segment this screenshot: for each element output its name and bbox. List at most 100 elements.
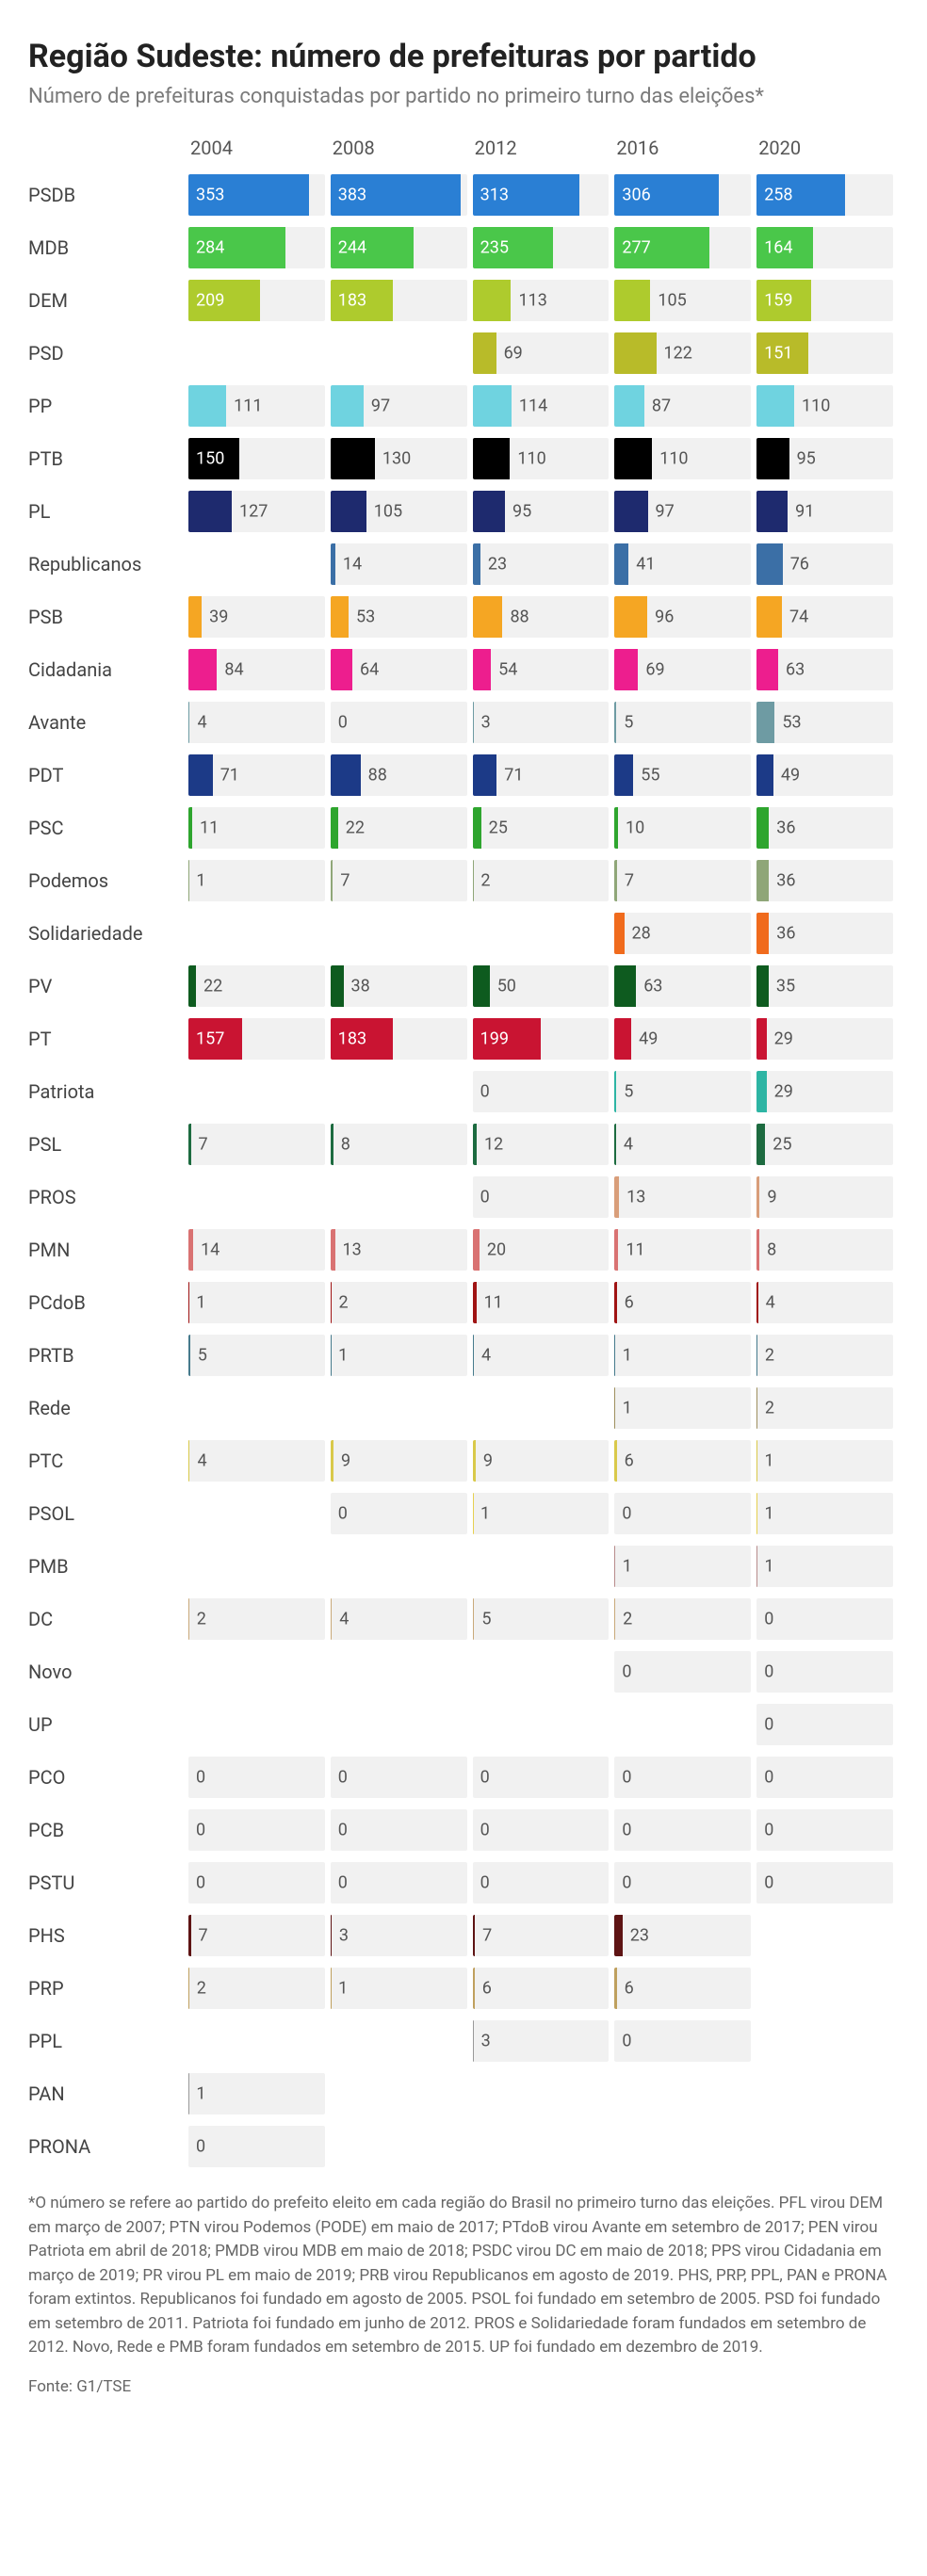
bar-track	[188, 1124, 325, 1165]
bar-fill	[614, 649, 638, 690]
bar-cell	[331, 2126, 467, 2167]
bar-cell: 0	[331, 1862, 467, 1904]
bar-cell: 183	[331, 1018, 467, 1060]
bar-value-label: 36	[776, 924, 795, 944]
data-row-pl: PL127105959791	[28, 489, 899, 534]
bar-cell: 97	[331, 385, 467, 427]
bar-cell	[188, 543, 325, 585]
bar-track	[473, 649, 610, 690]
bar-cell: 23	[473, 543, 610, 585]
bar-fill	[473, 1282, 477, 1323]
chart-source: Fonte: G1/TSE	[28, 2377, 899, 2396]
bar-track	[188, 1968, 325, 2009]
bar-fill	[473, 1229, 480, 1271]
bar-fill	[614, 332, 656, 374]
bar-fill	[756, 543, 783, 585]
bar-track	[331, 1757, 467, 1798]
bar-value-label: 50	[497, 977, 516, 996]
bar-cell: 151	[756, 332, 893, 374]
bar-value-label: 8	[767, 1240, 776, 1260]
bar-cell: 0	[473, 1176, 610, 1218]
bar-track	[188, 2126, 325, 2167]
bar-track	[614, 2020, 751, 2062]
bar-cell: 277	[614, 227, 751, 268]
bar-track	[614, 1335, 751, 1376]
bar-cell: 13	[614, 1176, 751, 1218]
bar-track	[331, 1968, 467, 2009]
bar-value-label: 0	[622, 1873, 631, 1893]
data-row-prtb: PRTB51412	[28, 1333, 899, 1378]
party-label: PHS	[28, 1924, 188, 1947]
bar-cell: 2	[188, 1598, 325, 1640]
party-label: PSOL	[28, 1502, 188, 1525]
data-row-dem: DEM209183113105159	[28, 278, 899, 323]
bar-fill	[614, 1229, 618, 1271]
bar-value-label: 0	[480, 1873, 490, 1893]
bar-fill	[614, 1598, 615, 1640]
party-label: PAN	[28, 2082, 188, 2105]
bar-cell: 55	[614, 754, 751, 796]
bar-value-label: 11	[484, 1293, 503, 1313]
bar-track	[331, 1282, 467, 1323]
bar-fill	[473, 1124, 477, 1165]
bar-cell: 5	[473, 1598, 610, 1640]
party-label: Solidariedade	[28, 922, 188, 945]
data-row-cidadania: Cidadania8464546963	[28, 647, 899, 692]
bar-fill	[614, 1018, 631, 1060]
data-row-pcb: PCB00000	[28, 1807, 899, 1853]
bar-value-label: 10	[626, 818, 644, 838]
bar-value-label: 13	[343, 1240, 362, 1260]
bar-cell: 1	[473, 1493, 610, 1534]
bar-cell: 235	[473, 227, 610, 268]
bar-value-label: 122	[664, 344, 692, 364]
bar-cell: 183	[331, 280, 467, 321]
bar-value-label: 4	[197, 1451, 206, 1471]
bar-track	[756, 1809, 893, 1851]
bar-cell: 1	[614, 1387, 751, 1429]
bar-track	[188, 1809, 325, 1851]
bar-value-label: 36	[776, 818, 795, 838]
bar-track	[188, 1915, 325, 1956]
party-label: MDB	[28, 236, 188, 259]
party-label: PCB	[28, 1819, 188, 1841]
bar-value-label: 110	[802, 397, 830, 416]
bar-value-label: 0	[764, 1662, 773, 1682]
bar-fill	[473, 280, 512, 321]
bar-cell: 3	[473, 2020, 610, 2062]
data-row-pstu: PSTU00000	[28, 1860, 899, 1905]
bar-cell	[614, 1704, 751, 1745]
bar-value-label: 277	[622, 238, 650, 258]
bar-value-label: 1	[338, 1346, 348, 1366]
party-label: PSC	[28, 817, 188, 839]
data-row-avante: Avante403553	[28, 700, 899, 745]
bar-fill	[756, 1124, 765, 1165]
bar-value-label: 63	[786, 660, 805, 680]
bar-value-label: 64	[360, 660, 379, 680]
bar-value-label: 95	[512, 502, 531, 522]
bar-track	[473, 1757, 610, 1798]
bar-cell: 1	[614, 1335, 751, 1376]
bar-fill	[331, 754, 361, 796]
bar-cell	[756, 2020, 893, 2062]
bar-value-label: 2	[623, 1610, 632, 1629]
bar-fill	[614, 1440, 616, 1482]
chart-subtitle: Número de prefeituras conquistadas por p…	[28, 84, 899, 111]
bar-value-label: 0	[622, 2032, 631, 2051]
bar-track	[188, 860, 325, 901]
data-row-pv: PV2238506335	[28, 964, 899, 1009]
bar-value-label: 22	[346, 818, 365, 838]
bar-value-label: 91	[795, 502, 814, 522]
bar-value-label: 130	[382, 449, 411, 469]
bar-cell: 0	[473, 1862, 610, 1904]
bar-value-label: 0	[764, 1821, 773, 1840]
bar-track	[614, 1440, 751, 1482]
bar-fill	[188, 1968, 189, 2009]
bar-cell	[331, 1651, 467, 1693]
bar-fill	[188, 649, 217, 690]
bar-track	[756, 1282, 893, 1323]
bar-fill	[756, 596, 782, 638]
bar-cell: 0	[614, 1862, 751, 1904]
bar-fill	[473, 543, 480, 585]
bar-cell: 383	[331, 174, 467, 216]
bar-cell	[188, 332, 325, 374]
